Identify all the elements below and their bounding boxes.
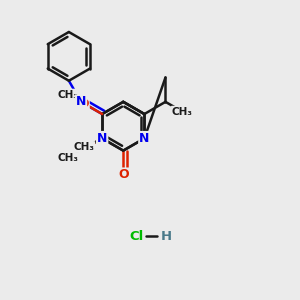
Text: O: O: [118, 169, 129, 182]
Text: N: N: [76, 95, 86, 108]
Text: O: O: [80, 144, 89, 154]
Text: N: N: [97, 132, 107, 145]
Text: CH₃: CH₃: [58, 89, 79, 100]
Text: CH₃: CH₃: [74, 142, 94, 152]
Text: CH₃: CH₃: [172, 106, 193, 117]
Text: N: N: [139, 132, 149, 145]
Text: CH₃: CH₃: [58, 153, 79, 163]
Text: H: H: [160, 230, 172, 243]
Text: O: O: [80, 99, 89, 109]
Text: Cl: Cl: [130, 230, 144, 243]
